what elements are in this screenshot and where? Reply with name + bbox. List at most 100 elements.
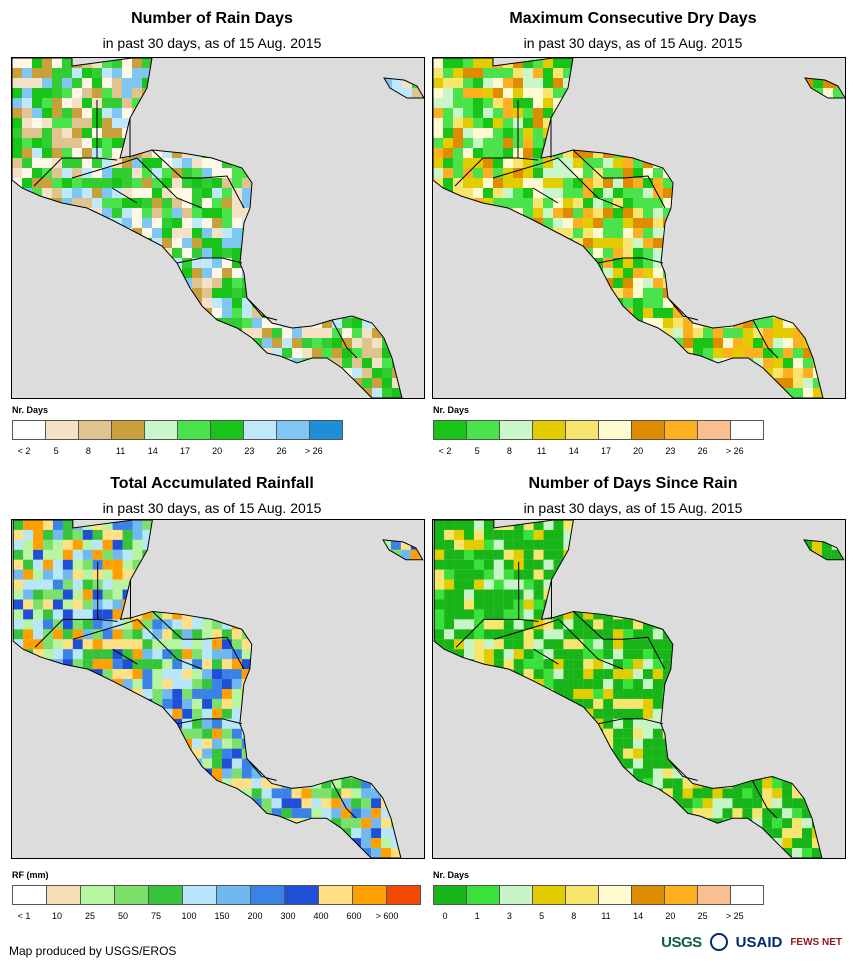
country-border xyxy=(72,618,138,640)
gridded-data-layer xyxy=(434,520,844,858)
gridded-data-layer xyxy=(13,520,423,858)
country-border xyxy=(751,780,778,819)
map-dry-days xyxy=(432,57,846,399)
legend-swatch xyxy=(244,421,277,439)
legend-swatch xyxy=(277,421,310,439)
legend-tick-label: 200 xyxy=(247,911,263,921)
legend-swatch xyxy=(310,421,342,439)
country-border xyxy=(558,619,624,670)
legend-swatch xyxy=(599,886,632,904)
usgs-logo: USGS xyxy=(661,933,702,951)
legend-tick-label: > 25 xyxy=(725,911,744,921)
panel-subtitle: in past 30 days, as of 15 Aug. 2015 xyxy=(523,35,743,51)
legend-swatch xyxy=(251,886,285,904)
legend-tick-label: 75 xyxy=(150,911,162,921)
map-credit: Map produced by USGS/EROS xyxy=(9,944,177,958)
legend-tick-label: 300 xyxy=(280,911,296,921)
gridded-data-layer xyxy=(433,58,845,398)
legend-title: Nr. Days xyxy=(433,870,470,880)
legend-swatch xyxy=(698,886,731,904)
legend-swatch xyxy=(46,421,79,439)
legend-tick-label: 25 xyxy=(84,911,96,921)
legend-tick-label: > 26 xyxy=(304,446,323,456)
country-border xyxy=(246,758,277,781)
legend-tick-label: 17 xyxy=(600,446,612,456)
legend-tick-label: 25 xyxy=(697,911,708,921)
country-border xyxy=(71,157,138,179)
country-border xyxy=(597,257,664,264)
country-border xyxy=(97,618,118,622)
panel-subtitle: in past 30 days, as of 15 Aug. 2015 xyxy=(523,500,743,516)
country-border xyxy=(667,297,699,321)
legend-swatch xyxy=(115,886,149,904)
country-border xyxy=(151,149,245,209)
legend-title: Nr. Days xyxy=(12,405,49,415)
legend-tick-label: 26 xyxy=(697,446,708,456)
coastline xyxy=(803,539,845,561)
panel-subtitle: in past 30 days, as of 15 Aug. 2015 xyxy=(102,500,322,516)
legend-swatch xyxy=(387,886,420,904)
color-legend xyxy=(433,885,764,905)
legend-swatch xyxy=(566,886,599,904)
legend-tick-label: 5 xyxy=(474,446,480,456)
legend-tick-label: 100 xyxy=(181,911,197,921)
coastline xyxy=(433,520,823,858)
country-border xyxy=(573,611,666,670)
legend-tick-label: < 1 xyxy=(17,911,31,921)
legend-tick-label: 150 xyxy=(214,911,230,921)
fews-net-logo: FEWS NET xyxy=(790,936,842,948)
legend-tick-label: 11 xyxy=(536,446,547,456)
legend-swatch xyxy=(285,886,319,904)
legend-swatch xyxy=(500,886,533,904)
legend-tick-label: 11 xyxy=(115,446,126,456)
panel-title: Maximum Consecutive Dry Days xyxy=(509,10,757,27)
legend-tick-label: 10 xyxy=(51,911,63,921)
legend-swatch xyxy=(79,421,112,439)
country-border xyxy=(667,758,698,781)
country-border xyxy=(517,157,539,161)
coastline xyxy=(12,520,402,858)
country-border xyxy=(455,561,520,648)
legend-tick-label: 23 xyxy=(244,446,255,456)
country-border xyxy=(454,100,519,187)
legend-swatch xyxy=(112,421,145,439)
country-border xyxy=(533,648,559,665)
legend-tick-label: 50 xyxy=(117,911,129,921)
legend-tick-label: 14 xyxy=(147,446,158,456)
country-border xyxy=(492,157,559,179)
panel-title: Number of Days Since Rain xyxy=(528,475,738,492)
legend-tick-label: < 2 xyxy=(438,446,452,456)
legend-swatch xyxy=(149,886,183,904)
legend-swatch xyxy=(211,421,244,439)
legend-tick-label: 1 xyxy=(474,911,480,921)
legend-tick-label: 3 xyxy=(506,911,512,921)
country-border xyxy=(111,187,138,204)
legend-swatch xyxy=(178,421,211,439)
legend-swatch xyxy=(13,421,46,439)
country-border xyxy=(176,257,243,264)
coastline xyxy=(804,77,845,99)
legend-tick-label: 17 xyxy=(179,446,191,456)
legend-tick-label: 8 xyxy=(571,911,577,921)
coastline xyxy=(382,539,424,561)
legend-tick-label: > 26 xyxy=(725,446,744,456)
legend-tick-label: 20 xyxy=(633,446,644,456)
legend-swatch xyxy=(632,421,665,439)
legend-tick-label: 5 xyxy=(53,446,59,456)
map-days-since-rain xyxy=(432,519,846,859)
panel-title: Total Accumulated Rainfall xyxy=(110,475,314,492)
legend-swatch xyxy=(467,886,500,904)
legend-swatch xyxy=(81,886,115,904)
legend-swatch xyxy=(599,421,632,439)
country-border xyxy=(493,618,559,640)
color-legend xyxy=(12,420,343,440)
legend-title: Nr. Days xyxy=(433,405,470,415)
usaid-seal-icon xyxy=(709,933,728,951)
legend-tick-label: 11 xyxy=(601,911,611,921)
legend-tick-label: 5 xyxy=(539,911,545,921)
country-border xyxy=(532,187,559,204)
country-border xyxy=(557,157,624,209)
country-border xyxy=(152,611,245,670)
country-border xyxy=(331,319,358,359)
legend-tick-label: 8 xyxy=(506,446,512,456)
